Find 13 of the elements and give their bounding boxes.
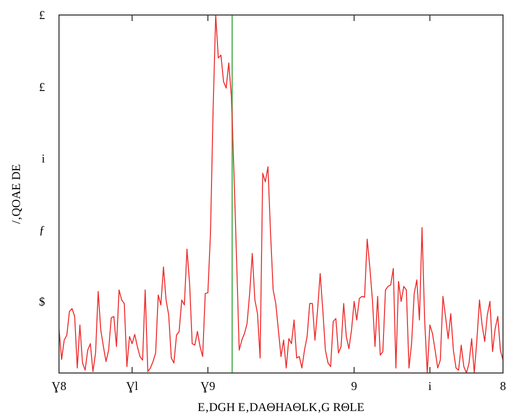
x-axis-title: E‚DGH E‚DAΘHAΘLK‚G RΘLE [198,400,364,414]
x-tick-label: Ɣl [126,379,139,393]
y-axis-title: /‚QOAE DE [9,164,23,224]
text: $ [39,294,45,309]
x-tick-label: 8 [500,379,506,393]
text: £ [39,80,45,94]
x-tick-label: i [428,379,432,393]
text: i [42,151,46,166]
text: £ [39,8,45,22]
x-tick-label: Ɣ8 [52,379,66,393]
text: ƒ [39,223,45,237]
x-tick-label: Ɣ9 [200,379,216,393]
x-tick-label: 9 [351,379,358,393]
